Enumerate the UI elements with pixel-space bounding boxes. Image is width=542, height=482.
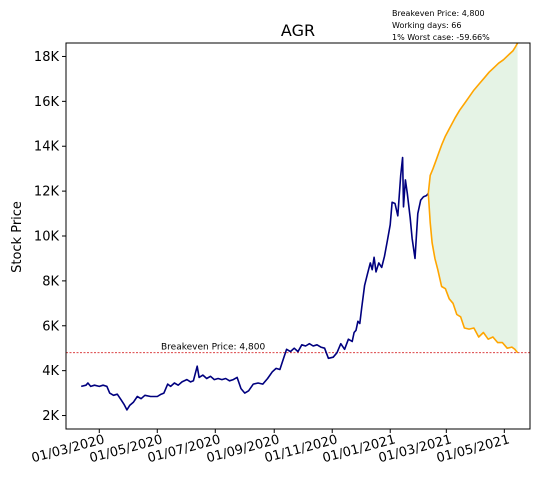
- price-history-line: [81, 156, 429, 411]
- info-working-days: Working days: 66: [392, 21, 461, 30]
- y-tick-label: 14K: [34, 140, 60, 155]
- y-tick-label: 18K: [34, 50, 60, 65]
- projection-upper-line: [427, 42, 519, 194]
- y-tick-label: 2K: [42, 409, 59, 424]
- x-axis: 01/03/202001/05/202001/07/202001/09/2020…: [30, 429, 511, 466]
- info-breakeven: Breakeven Price: 4,800: [392, 9, 485, 18]
- info-worst-case: 1% Worst case: -59.66%: [392, 33, 490, 42]
- y-tick-label: 10K: [34, 230, 60, 245]
- y-axis-label: Stock Price: [10, 201, 25, 273]
- y-tick-label: 4K: [42, 364, 59, 379]
- y-tick-label: 12K: [34, 185, 60, 200]
- projection-lower-line: [427, 193, 519, 354]
- breakeven-label: Breakeven Price: 4,800: [161, 343, 265, 353]
- y-axis: 2K 4K 6K 8K 10K 12K 14K 16K 18K: [34, 50, 66, 424]
- y-tick-label: 8K: [42, 274, 59, 289]
- projection-band: [428, 43, 518, 353]
- y-tick-label: 6K: [42, 319, 59, 334]
- chart-title: AGR: [281, 21, 315, 40]
- info-box: Breakeven Price: 4,800 Working days: 66 …: [392, 9, 490, 42]
- plot-area: Breakeven Price: 4,800: [66, 42, 530, 411]
- y-tick-label: 16K: [34, 95, 60, 110]
